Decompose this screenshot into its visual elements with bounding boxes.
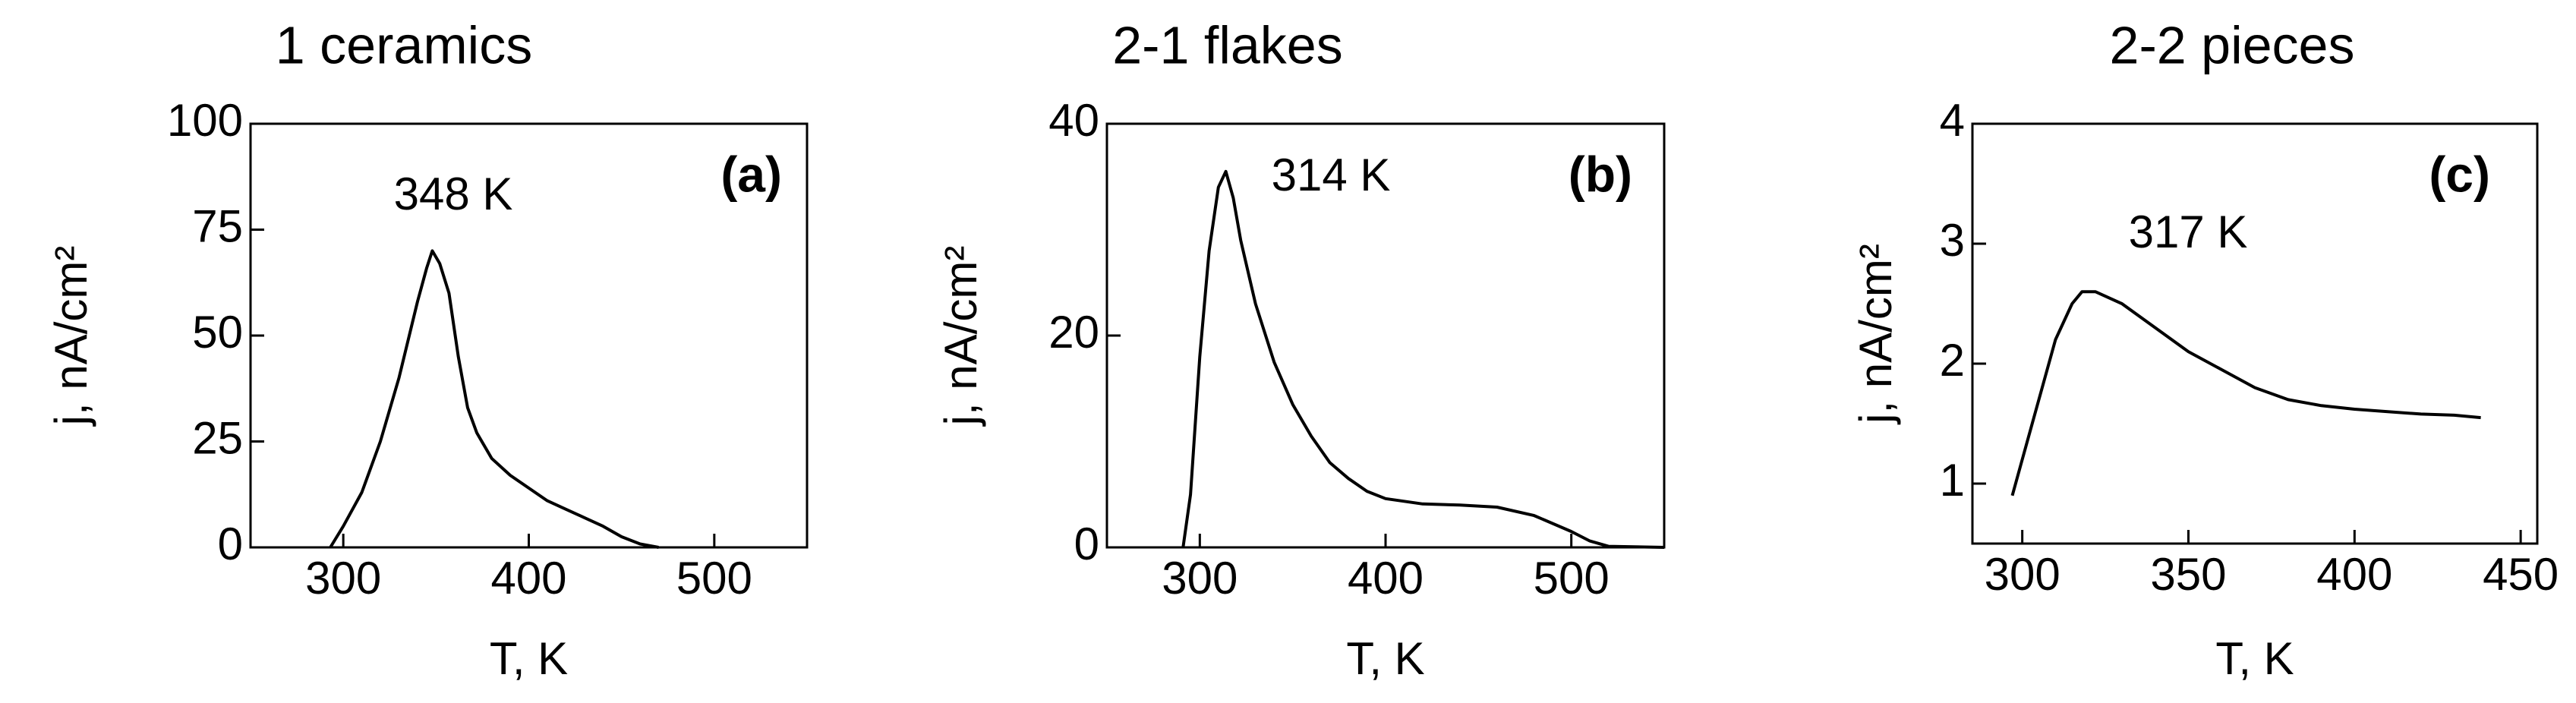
peak-annotation: 314 K: [1272, 150, 1391, 200]
y-tick-label: 2: [1940, 335, 1965, 386]
y-axis-label: j, nA/cm²: [935, 246, 986, 427]
peak-annotation: 348 K: [394, 169, 513, 219]
x-tick-label: 300: [1985, 549, 2060, 600]
y-tick-label: 75: [192, 200, 243, 251]
x-axis-label: T, K: [2215, 633, 2294, 684]
chart-title: 2-2 pieces: [2110, 15, 2355, 74]
panel-label: (a): [720, 146, 782, 202]
y-tick-label: 1: [1940, 455, 1965, 506]
plot-frame: [1971, 122, 2539, 545]
x-tick-label: 350: [2150, 549, 2226, 600]
panel-label: (c): [2429, 146, 2490, 202]
x-tick-label: 500: [676, 553, 752, 604]
y-tick-label: 0: [1074, 519, 1099, 569]
y-axis-label: j, nA/cm²: [46, 246, 96, 427]
x-axis-label: T, K: [490, 633, 568, 684]
y-tick-label: 100: [167, 95, 243, 146]
y-tick-label: 0: [218, 519, 243, 569]
chart-title: 1 ceramics: [276, 15, 532, 74]
chart-title: 2-1 flakes: [1112, 15, 1342, 74]
y-tick-label: 3: [1940, 215, 1965, 266]
y-tick-label: 25: [192, 412, 243, 463]
x-tick-label: 400: [490, 553, 566, 604]
x-tick-label: 450: [2483, 549, 2559, 600]
y-tick-label: 50: [192, 307, 243, 358]
y-tick-label: 40: [1048, 95, 1099, 146]
x-tick-label: 400: [2316, 549, 2392, 600]
panel-label: (b): [1569, 146, 1632, 202]
y-tick-label: 20: [1048, 307, 1099, 358]
y-tick-label: 4: [1940, 95, 1965, 146]
x-tick-label: 400: [1348, 553, 1424, 604]
data-line: [329, 249, 659, 549]
x-tick-label: 300: [1162, 553, 1238, 604]
peak-annotation: 317 K: [2129, 206, 2248, 257]
x-tick-label: 300: [305, 553, 381, 604]
data-line: [2010, 290, 2481, 497]
x-axis-label: T, K: [1346, 633, 1424, 684]
data-line: [1181, 169, 1665, 549]
x-tick-label: 500: [1534, 553, 1610, 604]
y-axis-label: j, nA/cm²: [1850, 244, 1901, 425]
